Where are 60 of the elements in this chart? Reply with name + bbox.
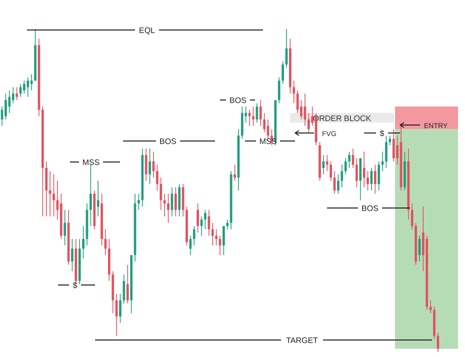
candlestick [215, 228, 218, 246]
candlestick [163, 193, 166, 217]
candlestick [119, 293, 122, 324]
candlestick [348, 151, 350, 168]
candlestick [252, 106, 254, 126]
candlestick [45, 161, 48, 217]
candlestick [82, 226, 84, 259]
candlestick [392, 128, 395, 162]
candlestick [326, 154, 328, 172]
candlestick [138, 193, 140, 210]
candlestick [292, 80, 296, 104]
candlestick [64, 209, 66, 246]
candlestick [126, 264, 129, 304]
candlestick [30, 74, 33, 91]
annotation: MSS [82, 158, 100, 167]
candlestick [52, 174, 55, 217]
annotation: BOS [230, 96, 246, 105]
candlestick [148, 148, 151, 184]
candlestick [278, 77, 280, 104]
candlestick [160, 177, 162, 210]
candlestick [385, 135, 388, 168]
candlestick [167, 193, 170, 224]
candlestick [337, 174, 340, 194]
candlestick [282, 60, 284, 84]
candlestick [26, 77, 30, 98]
annotation: $ [380, 129, 385, 138]
annotation: EQL [138, 26, 156, 35]
candlestick [308, 112, 310, 133]
candlestick [23, 80, 26, 94]
candlestick [178, 184, 181, 217]
candlestick [356, 158, 358, 188]
candlestick [330, 161, 332, 182]
candlestick [4, 93, 7, 120]
candlestick [144, 148, 148, 182]
candlestick [211, 222, 214, 246]
candlestick [410, 203, 414, 230]
candlestick [156, 164, 158, 191]
candlestick [359, 158, 362, 201]
annotation: $ [72, 281, 78, 290]
annotation: TARGET [286, 336, 318, 345]
candlestick [222, 226, 225, 256]
candlestick [344, 158, 347, 175]
candlestick [12, 86, 14, 104]
candlestick [16, 86, 18, 100]
candlestick [192, 226, 196, 246]
candlestick [374, 164, 376, 194]
candlestick [204, 209, 206, 230]
candlestick [263, 112, 266, 133]
candlestick [196, 203, 199, 233]
candlestick [241, 106, 244, 140]
candlestick [366, 170, 369, 191]
candlestick [71, 238, 74, 272]
annotation: BOS [362, 204, 378, 213]
candlestick [90, 164, 92, 226]
annotation: BOS [160, 137, 176, 146]
candlestick [378, 161, 380, 191]
candlestick [259, 100, 262, 126]
candlestick [226, 219, 229, 230]
candlestick [174, 186, 177, 217]
candlestick [234, 164, 236, 182]
